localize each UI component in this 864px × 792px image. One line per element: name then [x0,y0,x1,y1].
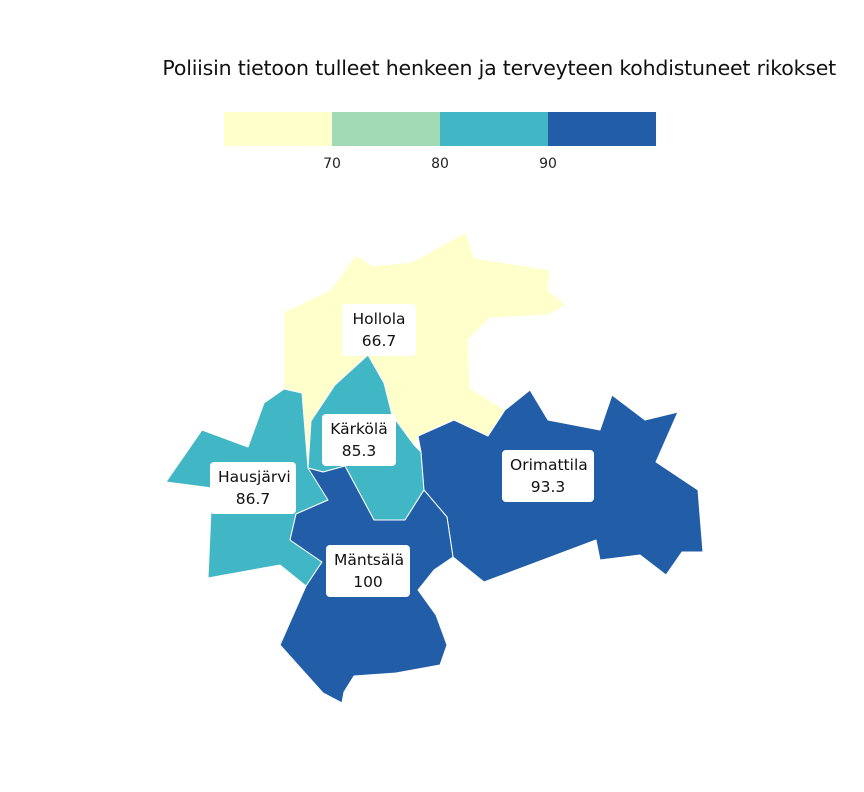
region-name-karkola: Kärkölä [330,420,388,438]
region-label-orimattila: Orimattila 93.3 [502,450,594,502]
legend-tick-70: 70 [323,156,341,172]
region-value-karkola: 85.3 [341,442,377,460]
map-title: Poliisin tietoon tulleet henkeen ja terv… [162,56,836,80]
region-name-hollola: Hollola [352,310,406,328]
region-value-hausjarvi: 86.7 [235,490,271,508]
legend-bin-3 [440,112,548,146]
region-label-karkola: Kärkölä 85.3 [322,414,396,466]
region-value-hollola: 66.7 [361,332,397,350]
legend-bin-4 [548,112,656,146]
legend-tick-90: 90 [539,156,557,172]
region-name-mantsala: Mäntsälä [334,551,405,569]
color-legend: 70 80 90 [224,112,656,172]
region-value-mantsala: 100 [353,573,383,591]
region-value-orimattila: 93.3 [530,478,566,496]
region-label-hausjarvi: Hausjärvi 86.7 [210,462,296,514]
region-name-hausjarvi: Hausjärvi [218,468,291,486]
legend-tick-80: 80 [431,156,449,172]
legend-bin-2 [332,112,440,146]
region-label-mantsala: Mäntsälä 100 [326,545,410,597]
legend-bin-1 [224,112,332,146]
region-name-orimattila: Orimattila [510,456,588,474]
region-label-hollola: Hollola 66.7 [342,304,416,356]
